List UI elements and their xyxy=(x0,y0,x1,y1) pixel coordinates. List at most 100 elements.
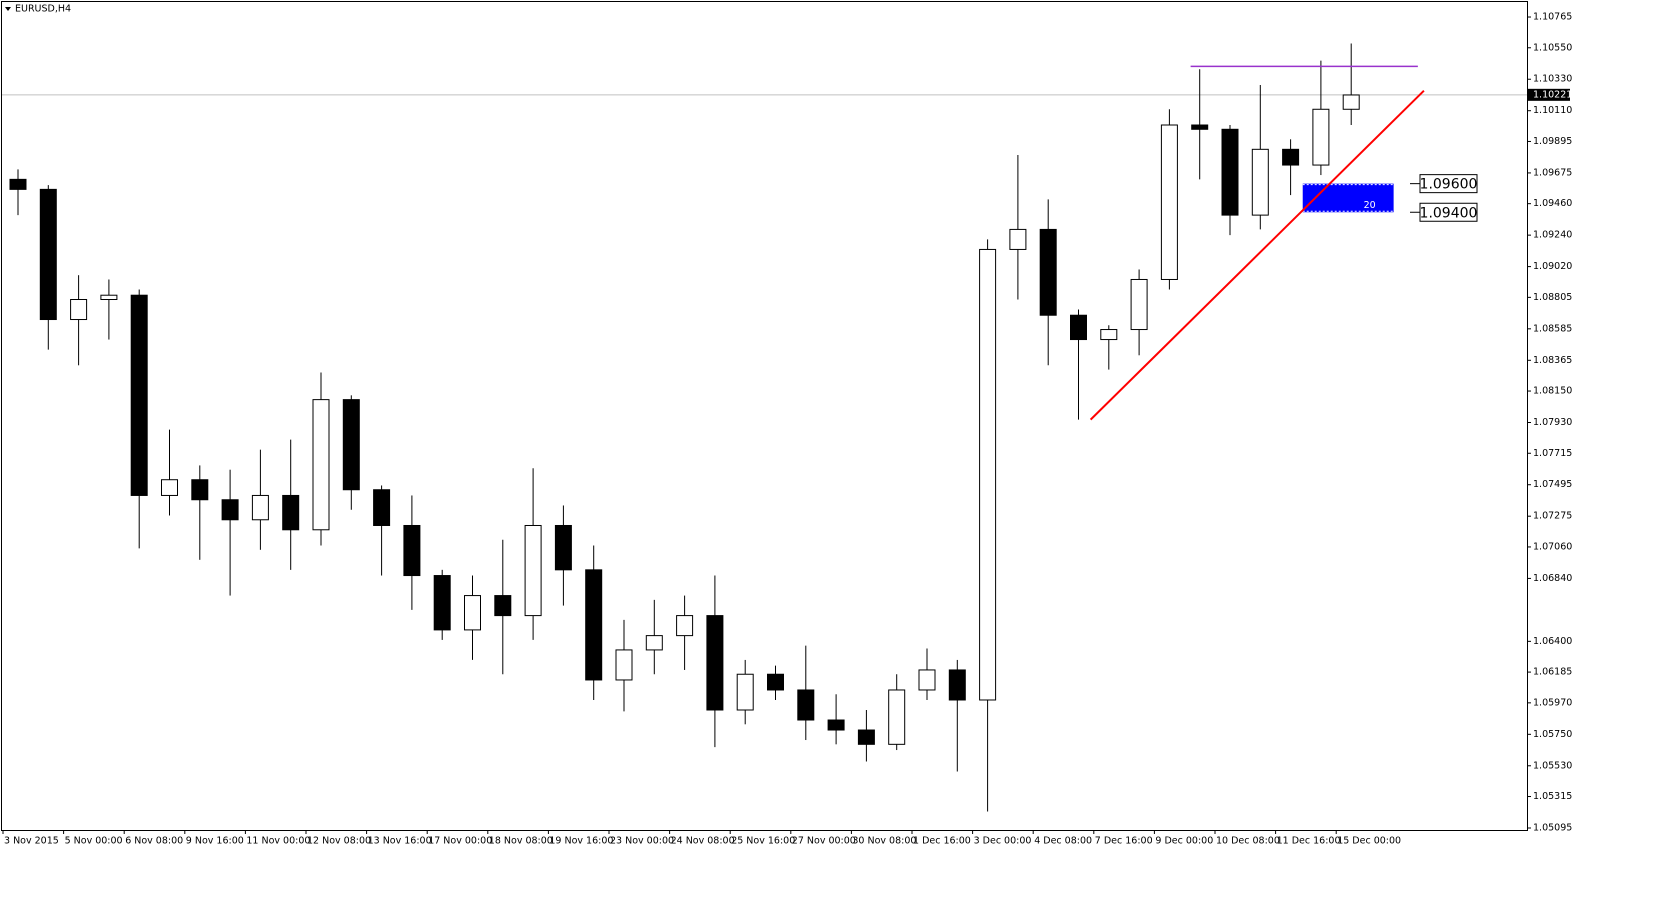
y-tick-label: 1.05095 xyxy=(1533,822,1572,833)
candle-body xyxy=(857,729,875,745)
candle-body xyxy=(676,615,694,637)
candle-body xyxy=(1070,314,1087,341)
candle-body xyxy=(918,669,936,691)
y-tick-label: 1.08805 xyxy=(1533,292,1572,303)
candle-body xyxy=(554,524,572,571)
x-tick-label: 25 Nov 16:00 xyxy=(731,836,795,847)
candle-body xyxy=(1342,94,1360,110)
zone-text: 20 xyxy=(1364,200,1376,211)
candle-body xyxy=(797,689,815,721)
y-tick-label: 1.07495 xyxy=(1533,479,1572,490)
plot-frame xyxy=(1,1,1528,831)
candle-body xyxy=(464,595,481,631)
candle-body xyxy=(221,499,239,521)
candle-body xyxy=(706,615,724,711)
x-tick-label: 11 Nov 00:00 xyxy=(246,836,310,847)
y-tick-label: 1.09675 xyxy=(1533,167,1572,178)
candle-body xyxy=(1039,228,1057,316)
candle-body xyxy=(342,399,360,491)
x-tick-label: 27 Nov 00:00 xyxy=(792,836,856,847)
candle-body xyxy=(161,479,178,496)
x-tick-label: 13 Nov 16:00 xyxy=(368,836,432,847)
y-tick-label: 1.07275 xyxy=(1533,511,1572,522)
y-tick-label: 1.06840 xyxy=(1533,573,1572,584)
candle-body xyxy=(1191,124,1209,130)
candle-body xyxy=(888,689,906,745)
candle-body xyxy=(1312,108,1330,166)
candle-body xyxy=(615,649,633,681)
x-tick-label: 24 Nov 08:00 xyxy=(671,836,735,847)
candle-body xyxy=(191,479,209,501)
candle-body xyxy=(251,494,269,521)
zone-level-label: 1.09400 xyxy=(1420,205,1478,221)
candle-body xyxy=(282,494,300,531)
y-tick-label: 1.08365 xyxy=(1533,355,1572,366)
candle-body xyxy=(373,489,391,526)
candle-body xyxy=(1160,124,1178,280)
candle-body xyxy=(9,178,27,190)
zone-level-box xyxy=(1419,174,1478,194)
x-tick-label: 9 Dec 00:00 xyxy=(1155,836,1213,847)
candle-body xyxy=(1282,148,1300,166)
y-tick-label: 1.05530 xyxy=(1533,760,1572,771)
y-tick-label: 1.07060 xyxy=(1533,541,1572,552)
x-tick-label: 12 Nov 08:00 xyxy=(307,836,371,847)
candle-body xyxy=(767,673,784,691)
x-tick-label: 7 Dec 16:00 xyxy=(1095,836,1153,847)
x-tick-label: 4 Dec 08:00 xyxy=(1034,836,1092,847)
candle-body xyxy=(524,524,542,617)
candle-body xyxy=(130,294,148,496)
x-tick-label: 30 Nov 08:00 xyxy=(852,836,916,847)
menu-triangle[interactable] xyxy=(5,7,11,11)
candle-body xyxy=(948,669,966,701)
candle-body xyxy=(312,399,330,531)
y-tick-label: 1.06400 xyxy=(1533,636,1572,647)
candle-body xyxy=(1251,148,1269,216)
current-price-label: 1.10221 xyxy=(1533,89,1572,100)
x-tick-label: 15 Dec 00:00 xyxy=(1337,836,1401,847)
y-tick-label: 1.09460 xyxy=(1533,198,1572,209)
candle-body xyxy=(70,299,88,321)
candle-body xyxy=(39,188,57,321)
y-tick-label: 1.07715 xyxy=(1533,448,1572,459)
y-tick-label: 1.10110 xyxy=(1533,105,1572,116)
candle-body xyxy=(979,248,997,701)
y-tick-label: 1.05750 xyxy=(1533,729,1572,740)
x-tick-label: 19 Nov 16:00 xyxy=(549,836,613,847)
x-tick-label: 6 Nov 08:00 xyxy=(125,836,183,847)
candle-body xyxy=(100,294,118,301)
candle-body xyxy=(494,595,512,617)
candle-body xyxy=(585,569,603,681)
zone-level-label: 1.09600 xyxy=(1420,177,1478,193)
candle-body xyxy=(1130,278,1148,331)
candle-body xyxy=(403,524,421,577)
y-tick-label: 1.10330 xyxy=(1533,74,1572,85)
x-tick-label: 3 Dec 00:00 xyxy=(974,836,1032,847)
x-tick-label: 9 Nov 16:00 xyxy=(186,836,244,847)
y-tick-label: 1.10765 xyxy=(1533,12,1572,23)
x-tick-label: 23 Nov 00:00 xyxy=(610,836,674,847)
x-tick-label: 5 Nov 00:00 xyxy=(65,836,123,847)
y-tick-label: 1.08150 xyxy=(1533,386,1572,397)
candle-body xyxy=(736,673,754,711)
y-tick-label: 1.05970 xyxy=(1533,697,1572,708)
candle-body xyxy=(1221,128,1239,216)
x-tick-label: 17 Nov 00:00 xyxy=(428,836,492,847)
zone-level-box xyxy=(1419,202,1478,222)
chart-title: EURUSD,H4 xyxy=(15,4,71,15)
x-tick-label: 10 Dec 08:00 xyxy=(1216,836,1280,847)
candle-body xyxy=(433,575,451,631)
trendline xyxy=(1089,89,1425,421)
candle-body xyxy=(645,635,663,651)
y-tick-label: 1.10550 xyxy=(1533,42,1572,53)
y-tick-label: 1.07930 xyxy=(1533,417,1572,428)
chart-layer: 1.10765 1.10550 1.10330 1.10110 1.09895 1.096… xyxy=(2,12,1572,847)
candle-body xyxy=(1100,329,1118,341)
current-price-box xyxy=(1528,88,1570,101)
y-tick-label: 1.09240 xyxy=(1533,230,1572,241)
zone xyxy=(1302,183,1394,213)
x-tick-label: 1 Dec 16:00 xyxy=(913,836,971,847)
y-tick-label: 1.06185 xyxy=(1533,667,1572,678)
candle-body xyxy=(827,719,845,731)
